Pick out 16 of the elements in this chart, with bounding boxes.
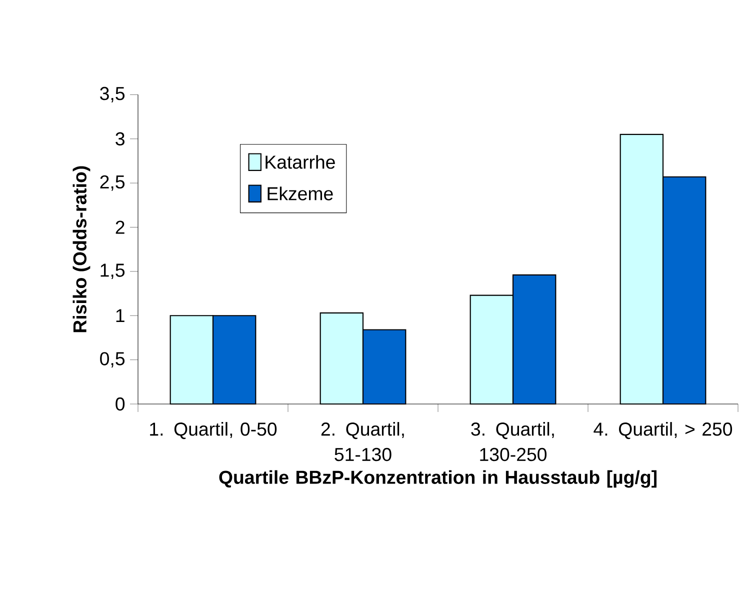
x-tick-label: 2. Quartil, 51-130: [321, 422, 404, 462]
y-tick-label: 1: [116, 309, 124, 322]
y-tick-label: 3,5: [100, 86, 125, 102]
y-tick-label: 0,5: [100, 352, 125, 368]
x-tick-label: 4. Quartil, > 250: [594, 422, 732, 440]
x-tick-label: 1. Quartil, 0-50: [150, 422, 277, 440]
y-tick-label: 2,5: [100, 175, 125, 191]
y-tick-label: 0: [116, 397, 125, 411]
legend-label: Ekzeme: [268, 186, 333, 200]
y-tick-label: 1,5: [100, 264, 125, 280]
legend-label: Katarrhe: [266, 155, 335, 169]
y-tick-label: 2: [116, 220, 124, 234]
y-axis-title: Risiko (Odds-ratio): [72, 166, 90, 332]
x-axis-title: Quartile BBzP-Konzentration in Hausstaub [µg/g]: [219, 470, 656, 488]
x-tick-label: 3. Quartil, 130-250: [471, 422, 554, 462]
y-tick-label: 3: [116, 132, 124, 146]
